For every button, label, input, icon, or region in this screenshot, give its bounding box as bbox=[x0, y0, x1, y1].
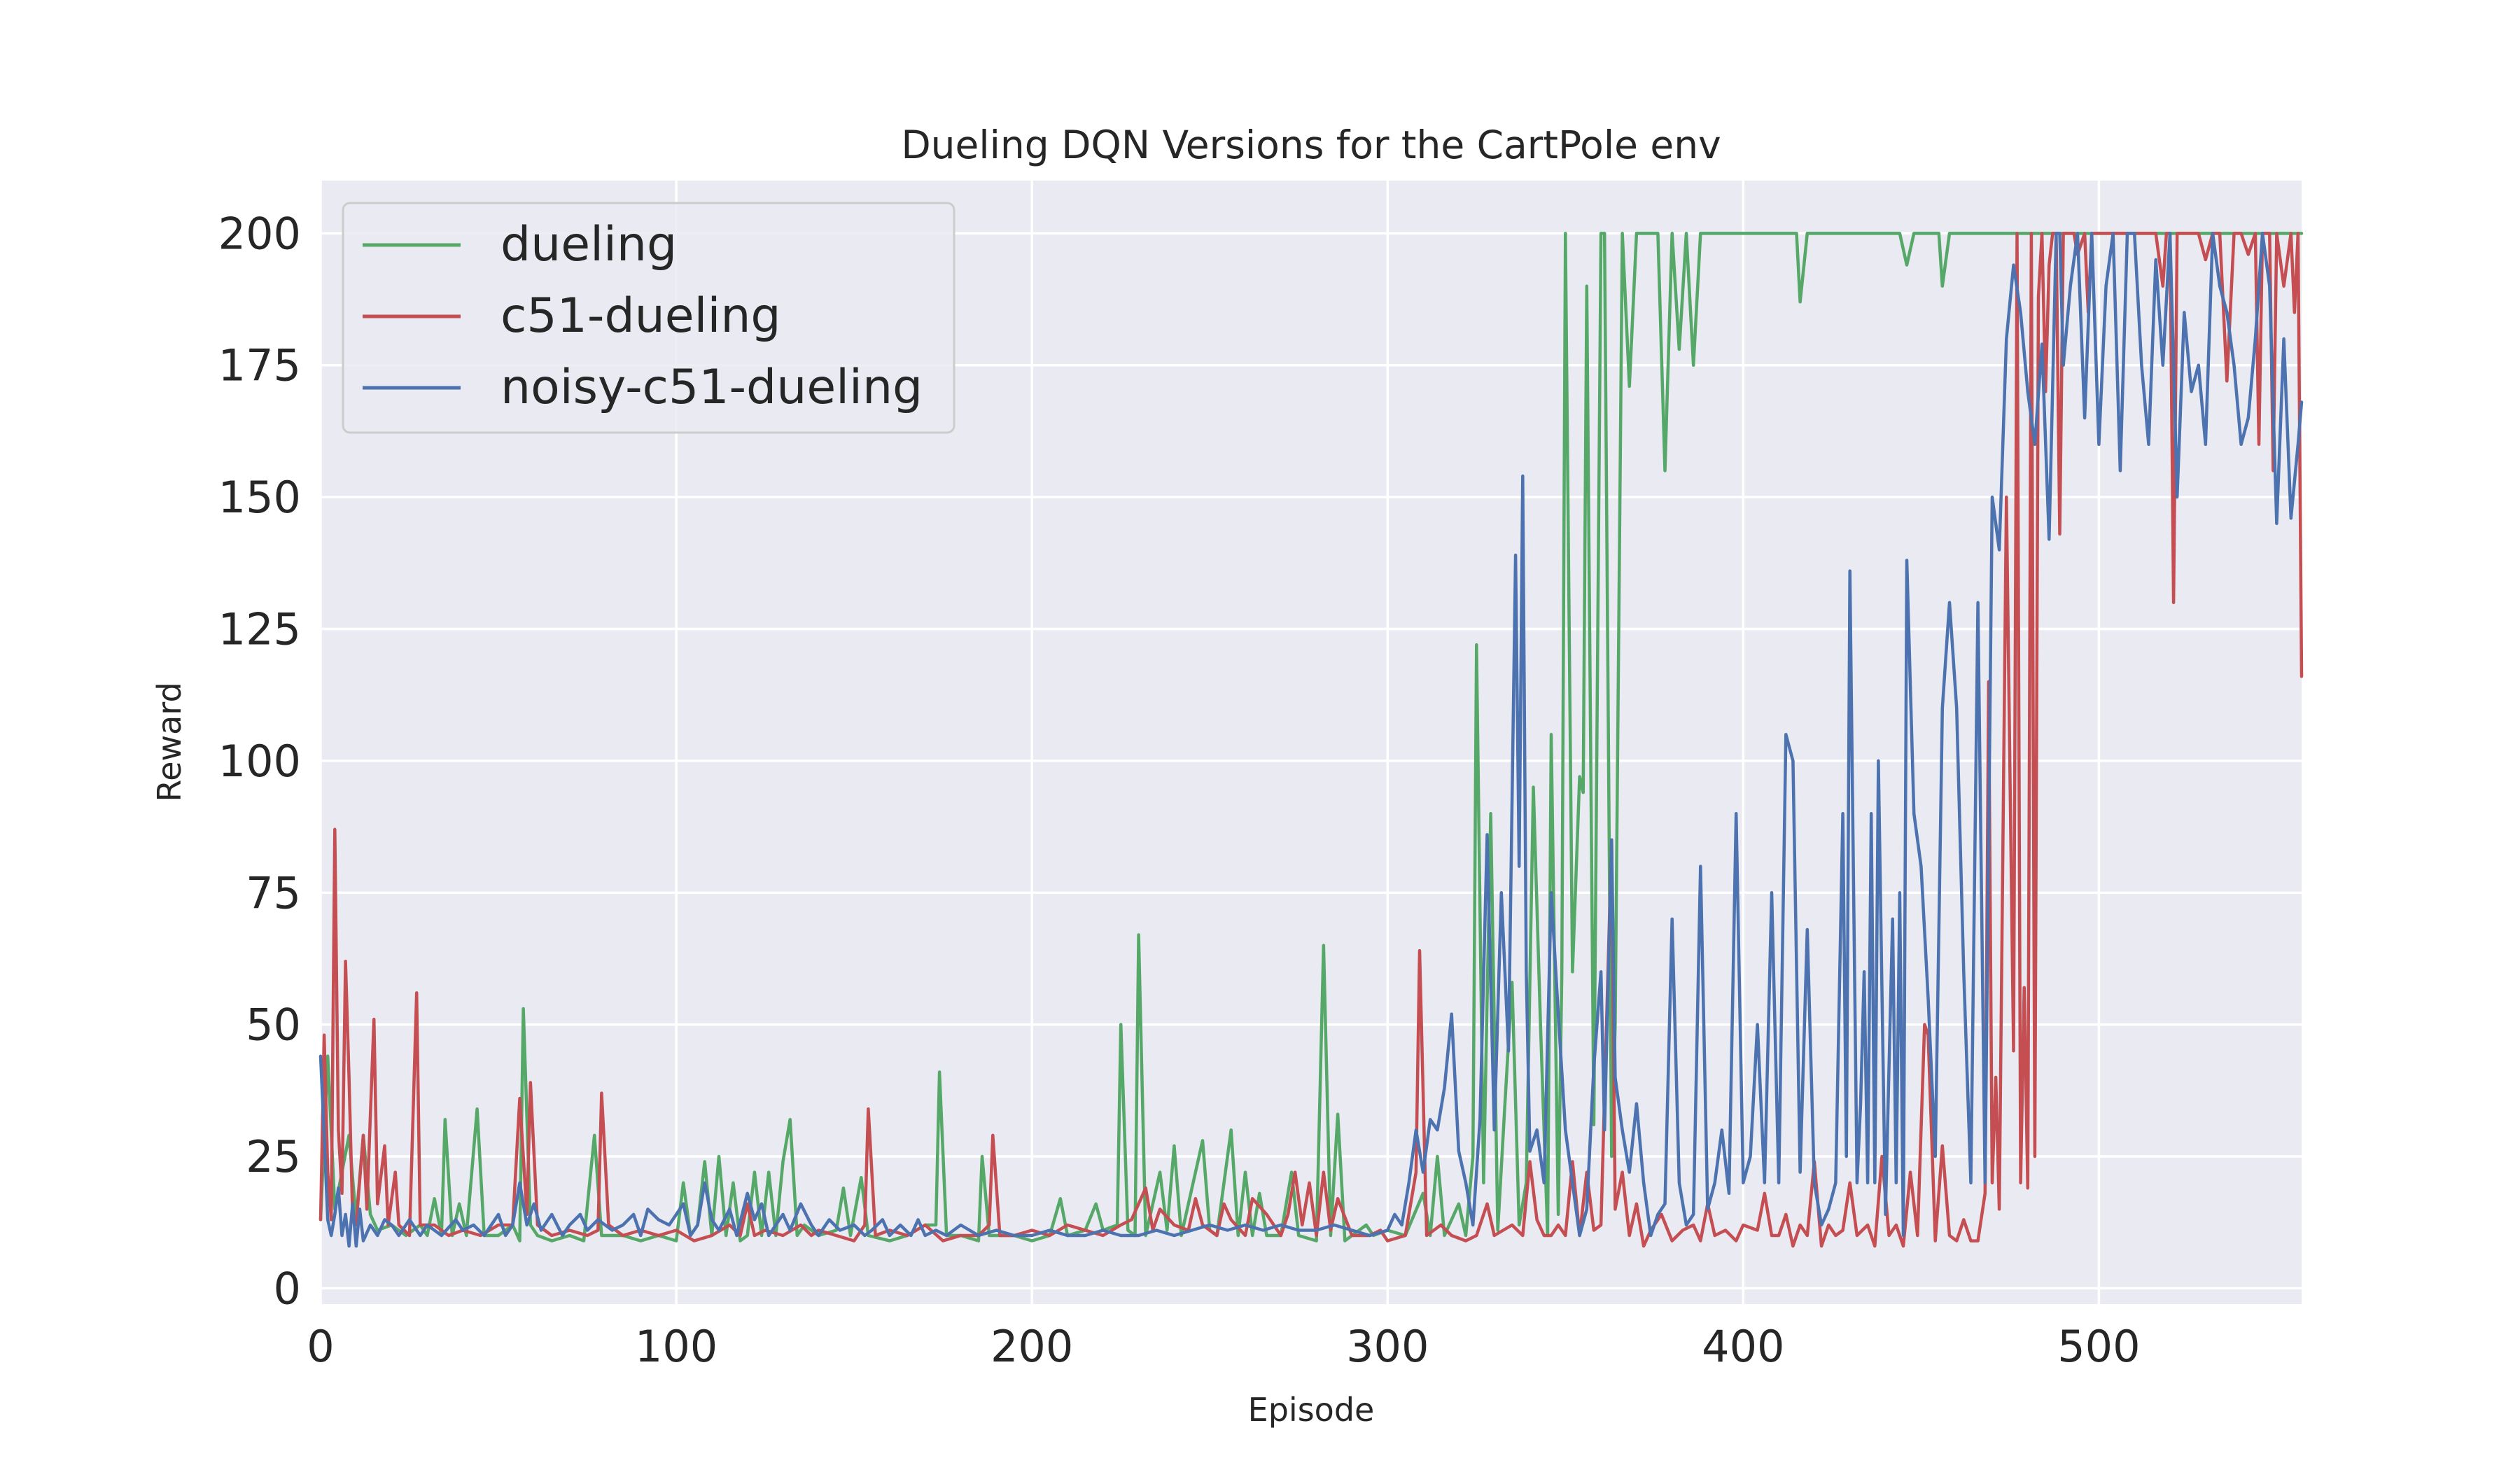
y-tick-label: 75 bbox=[246, 867, 301, 918]
x-tick-label: 100 bbox=[635, 1321, 718, 1372]
x-tick-label: 0 bbox=[307, 1321, 334, 1372]
y-tick-label: 0 bbox=[274, 1263, 301, 1314]
series-line-noisy-c51-dueling bbox=[318, 232, 2304, 1248]
legend-box bbox=[342, 202, 955, 434]
x-axis-label: Episode bbox=[1248, 1391, 1375, 1429]
legend-label-dueling: dueling bbox=[500, 217, 677, 272]
y-tick-label: 125 bbox=[218, 603, 301, 654]
series-line-c51-dueling bbox=[318, 232, 2304, 1248]
series-line-dueling bbox=[318, 232, 2304, 1242]
legend-label-c51-dueling: c51-dueling bbox=[500, 288, 781, 344]
grid bbox=[319, 181, 2302, 1304]
y-tick-label: 200 bbox=[218, 208, 301, 259]
y-tick-label: 150 bbox=[218, 472, 301, 523]
x-tick-label: 500 bbox=[2057, 1321, 2140, 1372]
x-tick-label: 200 bbox=[990, 1321, 1073, 1372]
series-layer bbox=[318, 232, 2304, 1248]
legend-label-noisy-c51-dueling: noisy-c51-dueling bbox=[500, 360, 923, 415]
y-tick-label: 25 bbox=[246, 1131, 301, 1182]
tick-labels: 0 25 50 75 100 125 150 175 200 0 100 200 300 400 500 bbox=[218, 208, 2141, 1372]
y-tick-label: 100 bbox=[218, 736, 301, 787]
x-tick-label: 300 bbox=[1346, 1321, 1429, 1372]
x-tick-label: 400 bbox=[1702, 1321, 1784, 1372]
y-tick-label: 50 bbox=[246, 1000, 301, 1051]
y-axis-label: Reward bbox=[150, 682, 188, 802]
y-tick-label: 175 bbox=[218, 340, 301, 391]
chart-title: Dueling DQN Versions for the CartPole en… bbox=[901, 122, 1721, 167]
legend: dueling c51-dueling noisy-c51-dueling bbox=[342, 202, 955, 434]
